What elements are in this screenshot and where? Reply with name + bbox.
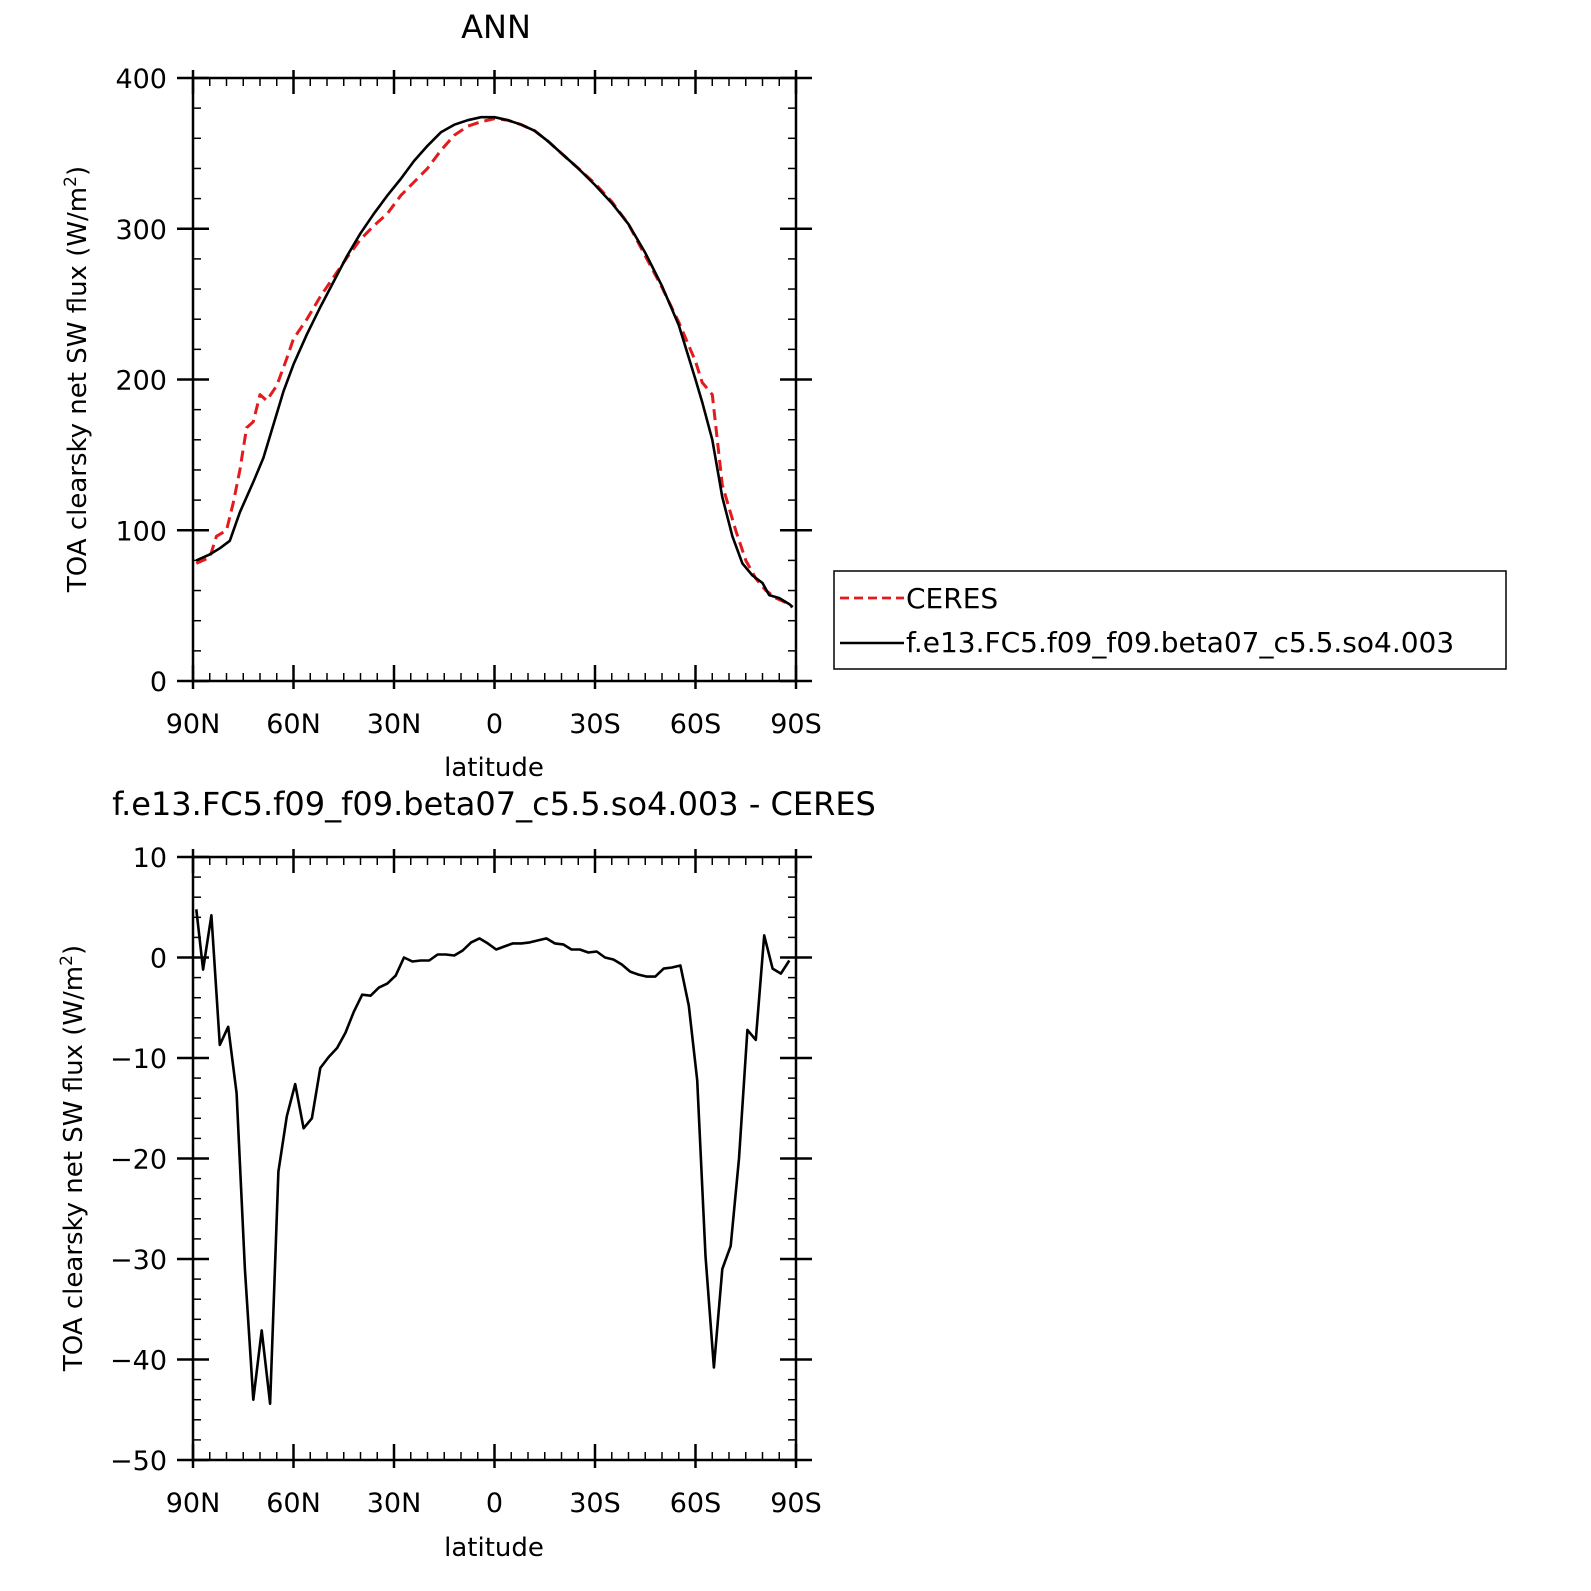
top-chart-plot-frame [191,76,798,683]
top-chart-y-axis-title: TOA clearsky net SW flux (W/m2) [61,166,93,593]
y-tick-label: 400 [115,64,167,95]
top-chart-series [195,115,794,609]
y-tick-label: −40 [110,1346,167,1377]
y-tick-label: 100 [115,516,167,547]
top-series-line-0 [195,117,794,609]
x-tick-label: 0 [486,709,503,740]
bottom-chart-x-axis-title: latitude [444,1533,544,1563]
x-tick-label: 90N [166,709,221,740]
bottom-chart-title: f.e13.FC5.f09_f09.beta07_c5.5.so4.003 - … [112,785,876,823]
bottom-chart-y-axis-title: TOA clearsky net SW flux (W/m2) [57,945,89,1372]
x-tick-label: 90S [770,709,822,740]
y-tick-label: −10 [110,1044,167,1075]
y-tick-label: 0 [150,944,167,975]
legend-frame [833,570,1507,670]
top-y-title-sup: 2 [61,176,81,187]
top-chart-legend: CERES f.e13.FC5.f09_f09.beta07_c5.5.so4.… [833,570,1507,670]
x-tick-label: 90N [166,1488,221,1519]
x-tick-label: 30S [569,1488,621,1519]
bottom-y-title-main: TOA clearsky net SW flux (W/m [59,966,89,1372]
legend-label-model: f.e13.FC5.f09_f09.beta07_c5.5.so4.003 [906,626,1454,659]
x-tick-label: 60N [266,1488,321,1519]
top-chart-ticks [177,70,812,689]
x-tick-label: 30N [367,1488,422,1519]
x-tick-label: 30S [569,709,621,740]
top-series-line-1 [195,115,794,609]
legend-label-ceres: CERES [906,582,998,615]
y-tick-label: −30 [110,1245,167,1276]
x-tick-label: 90S [770,1488,822,1519]
bottom-chart-plot-frame [191,855,798,1462]
bottom-y-title-sup: 2 [57,955,77,966]
bottom-series-line-0 [195,909,791,1405]
x-tick-label: 60S [670,709,722,740]
top-chart-tick-labels: 90N 60N 30N 0 30S 60S 90S 0 100 200 300 400 [115,64,821,740]
top-y-title-main: TOA clearsky net SW flux (W/m [63,187,93,593]
bottom-chart-tick-labels: 90N 60N 30N 0 30S 60S 90S 10 0 −10 −20 −30 −40 −50 [110,843,822,1519]
bottom-chart: f.e13.FC5.f09_f09.beta07_c5.5.so4.003 - … [57,785,876,1563]
y-tick-label: 200 [115,366,167,397]
top-y-title-close: ) [63,166,93,176]
bottom-chart-series [195,909,791,1405]
y-tick-label: 0 [150,667,167,698]
top-chart-x-axis-title: latitude [444,753,544,783]
x-tick-label: 0 [486,1488,503,1519]
y-tick-label: −20 [110,1145,167,1176]
bottom-y-title-close: ) [59,945,89,955]
x-tick-label: 60N [266,709,321,740]
y-tick-label: 10 [133,843,167,874]
top-chart: ANN 90N 60N 30N 0 30S 60S 90S 0 100 200 300 400 lat… [61,8,1507,783]
x-tick-label: 30N [367,709,422,740]
x-tick-label: 60S [670,1488,722,1519]
y-tick-label: −50 [110,1446,167,1477]
y-tick-label: 300 [115,215,167,246]
top-chart-title: ANN [461,8,531,46]
